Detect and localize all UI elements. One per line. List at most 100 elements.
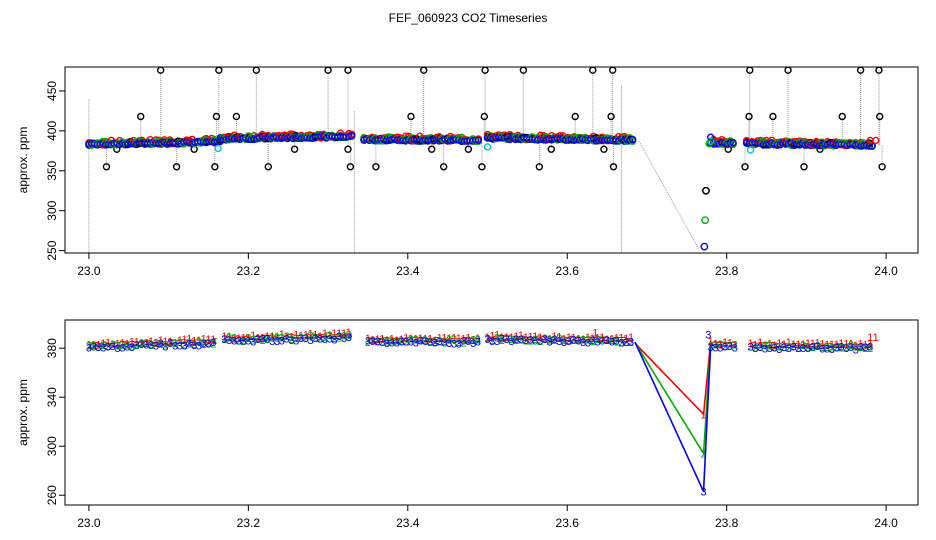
- series-marker-1: 1: [408, 333, 414, 345]
- series-marker-2: 2: [461, 338, 467, 350]
- series-marker-1: 1: [422, 334, 428, 346]
- outlier-point-black: [856, 66, 865, 74]
- series-marker-1: 1: [293, 329, 299, 341]
- series-marker-3: 3: [757, 342, 763, 354]
- figure-title: FEF_060923 CO2 Timeseries: [389, 11, 548, 25]
- series-marker-2: 2: [771, 341, 777, 353]
- series-marker-3: 3: [537, 336, 543, 348]
- series-marker-3: 3: [489, 336, 495, 348]
- series-marker-2: 2: [717, 339, 723, 351]
- outlier-point-black: [769, 112, 777, 121]
- series-marker-1: 1: [599, 332, 605, 344]
- series-marker-2: 2: [618, 337, 624, 349]
- series-marker-3: 3: [346, 332, 352, 344]
- series-marker-2: 2: [781, 342, 787, 354]
- series-marker-2: 2: [542, 333, 548, 345]
- series-marker-2: 2: [722, 341, 728, 353]
- series-marker-1: 1: [226, 331, 232, 343]
- series-marker-2: 2: [504, 333, 510, 345]
- series-marker-3: 3: [379, 337, 385, 349]
- series-line-2: [750, 344, 872, 349]
- series-marker-2: 2: [499, 335, 505, 347]
- series-marker-2: 2: [346, 330, 352, 342]
- series-marker-2: 2: [370, 335, 376, 347]
- series-marker-1: 1: [858, 339, 864, 351]
- series-line-3: [224, 336, 353, 343]
- series-marker-2: 2: [191, 339, 197, 351]
- series-marker-2: 2: [838, 342, 844, 354]
- series-marker-3: 3: [205, 339, 211, 351]
- lower-y-axis-label: approx. ppm: [16, 379, 30, 446]
- series-marker-1: 1: [312, 329, 318, 341]
- series-marker-1: 1: [609, 334, 615, 346]
- series-marker-3: 3: [618, 337, 624, 349]
- series-marker-3: 3: [124, 341, 130, 353]
- series-marker-3: 3: [115, 343, 121, 355]
- series-marker-2: 2: [858, 342, 864, 354]
- outlier-point-black: [878, 163, 886, 171]
- series-marker-2: 2: [475, 334, 481, 346]
- series-marker-2: 2: [274, 332, 280, 344]
- outlier-point-black: [264, 163, 272, 171]
- series-marker-3: 3: [843, 343, 849, 355]
- series-marker-1: 1: [298, 330, 304, 342]
- series-marker-3: 3: [748, 341, 754, 353]
- outlier-point-black: [137, 112, 145, 121]
- series-marker-2: 2: [134, 340, 140, 352]
- series-marker-1: 1: [528, 332, 534, 344]
- series-marker-3: 3: [245, 335, 251, 347]
- series-marker-3: 3: [532, 335, 538, 347]
- outlier-point-black: [784, 66, 792, 74]
- outlier-point-black: [478, 163, 486, 171]
- series-marker-3: 3: [389, 338, 395, 350]
- series-point-blue: [707, 133, 715, 141]
- series-point-green: [705, 139, 713, 148]
- outlier-point-black: [571, 112, 579, 121]
- series-marker-1: 1: [810, 338, 816, 350]
- series-marker-1: 1: [556, 332, 562, 344]
- series-marker-3: 3: [336, 331, 342, 343]
- series-marker-3: 3: [614, 335, 620, 347]
- series-marker-2: 2: [762, 340, 768, 352]
- series-marker-2: 2: [708, 340, 714, 352]
- series-marker-2: 2: [800, 340, 806, 352]
- series-marker-1: 1: [384, 335, 390, 347]
- series-marker-1: 1: [260, 332, 266, 344]
- series-marker-3: 3: [814, 341, 820, 353]
- series-marker-1: 1: [838, 338, 844, 350]
- series-marker-1: 1: [446, 333, 452, 345]
- series-marker-3: 3: [700, 487, 706, 499]
- outlier-point-black: [519, 66, 528, 74]
- series-marker-3: 3: [437, 336, 443, 348]
- series-marker-3: 3: [513, 334, 519, 346]
- series-marker-2: 2: [508, 334, 514, 346]
- lower-chart-panel: 23.0 23.2 23.4 23.6 23.8 24.0 260 300 340 380 appr…: [16, 319, 919, 530]
- series-marker-3: 3: [853, 345, 859, 357]
- series-marker-3: 3: [461, 335, 467, 347]
- series-marker-2: 2: [810, 342, 816, 354]
- series-line-3: [710, 344, 737, 348]
- series-marker-3: 3: [269, 336, 275, 348]
- series-marker-1: 1: [303, 329, 309, 341]
- series-marker-2: 2: [105, 341, 111, 353]
- series-marker-2: 2: [571, 335, 577, 347]
- series-marker-1: 1: [250, 330, 256, 342]
- series-marker-1: 1: [814, 338, 820, 350]
- series-marker-1: 1: [95, 340, 101, 352]
- series-marker-1: 1: [614, 332, 620, 344]
- series-marker-3: 3: [580, 337, 586, 349]
- series-marker-1: 1: [274, 331, 280, 343]
- series-marker-1: 1: [867, 332, 873, 344]
- series-point-blue: [729, 138, 737, 147]
- series-marker-3: 3: [307, 335, 313, 347]
- series-marker-1: 1: [461, 334, 467, 346]
- outlier-point-black: [372, 163, 380, 171]
- series-marker-3: 3: [255, 334, 261, 346]
- series-marker-2: 2: [312, 333, 318, 345]
- series-marker-1: 1: [288, 332, 294, 344]
- series-marker-1: 1: [712, 338, 718, 350]
- series-marker-1: 1: [143, 338, 149, 350]
- series-marker-1: 1: [494, 330, 500, 342]
- series-marker-1: 1: [264, 331, 270, 343]
- series-point-blue: [474, 136, 483, 144]
